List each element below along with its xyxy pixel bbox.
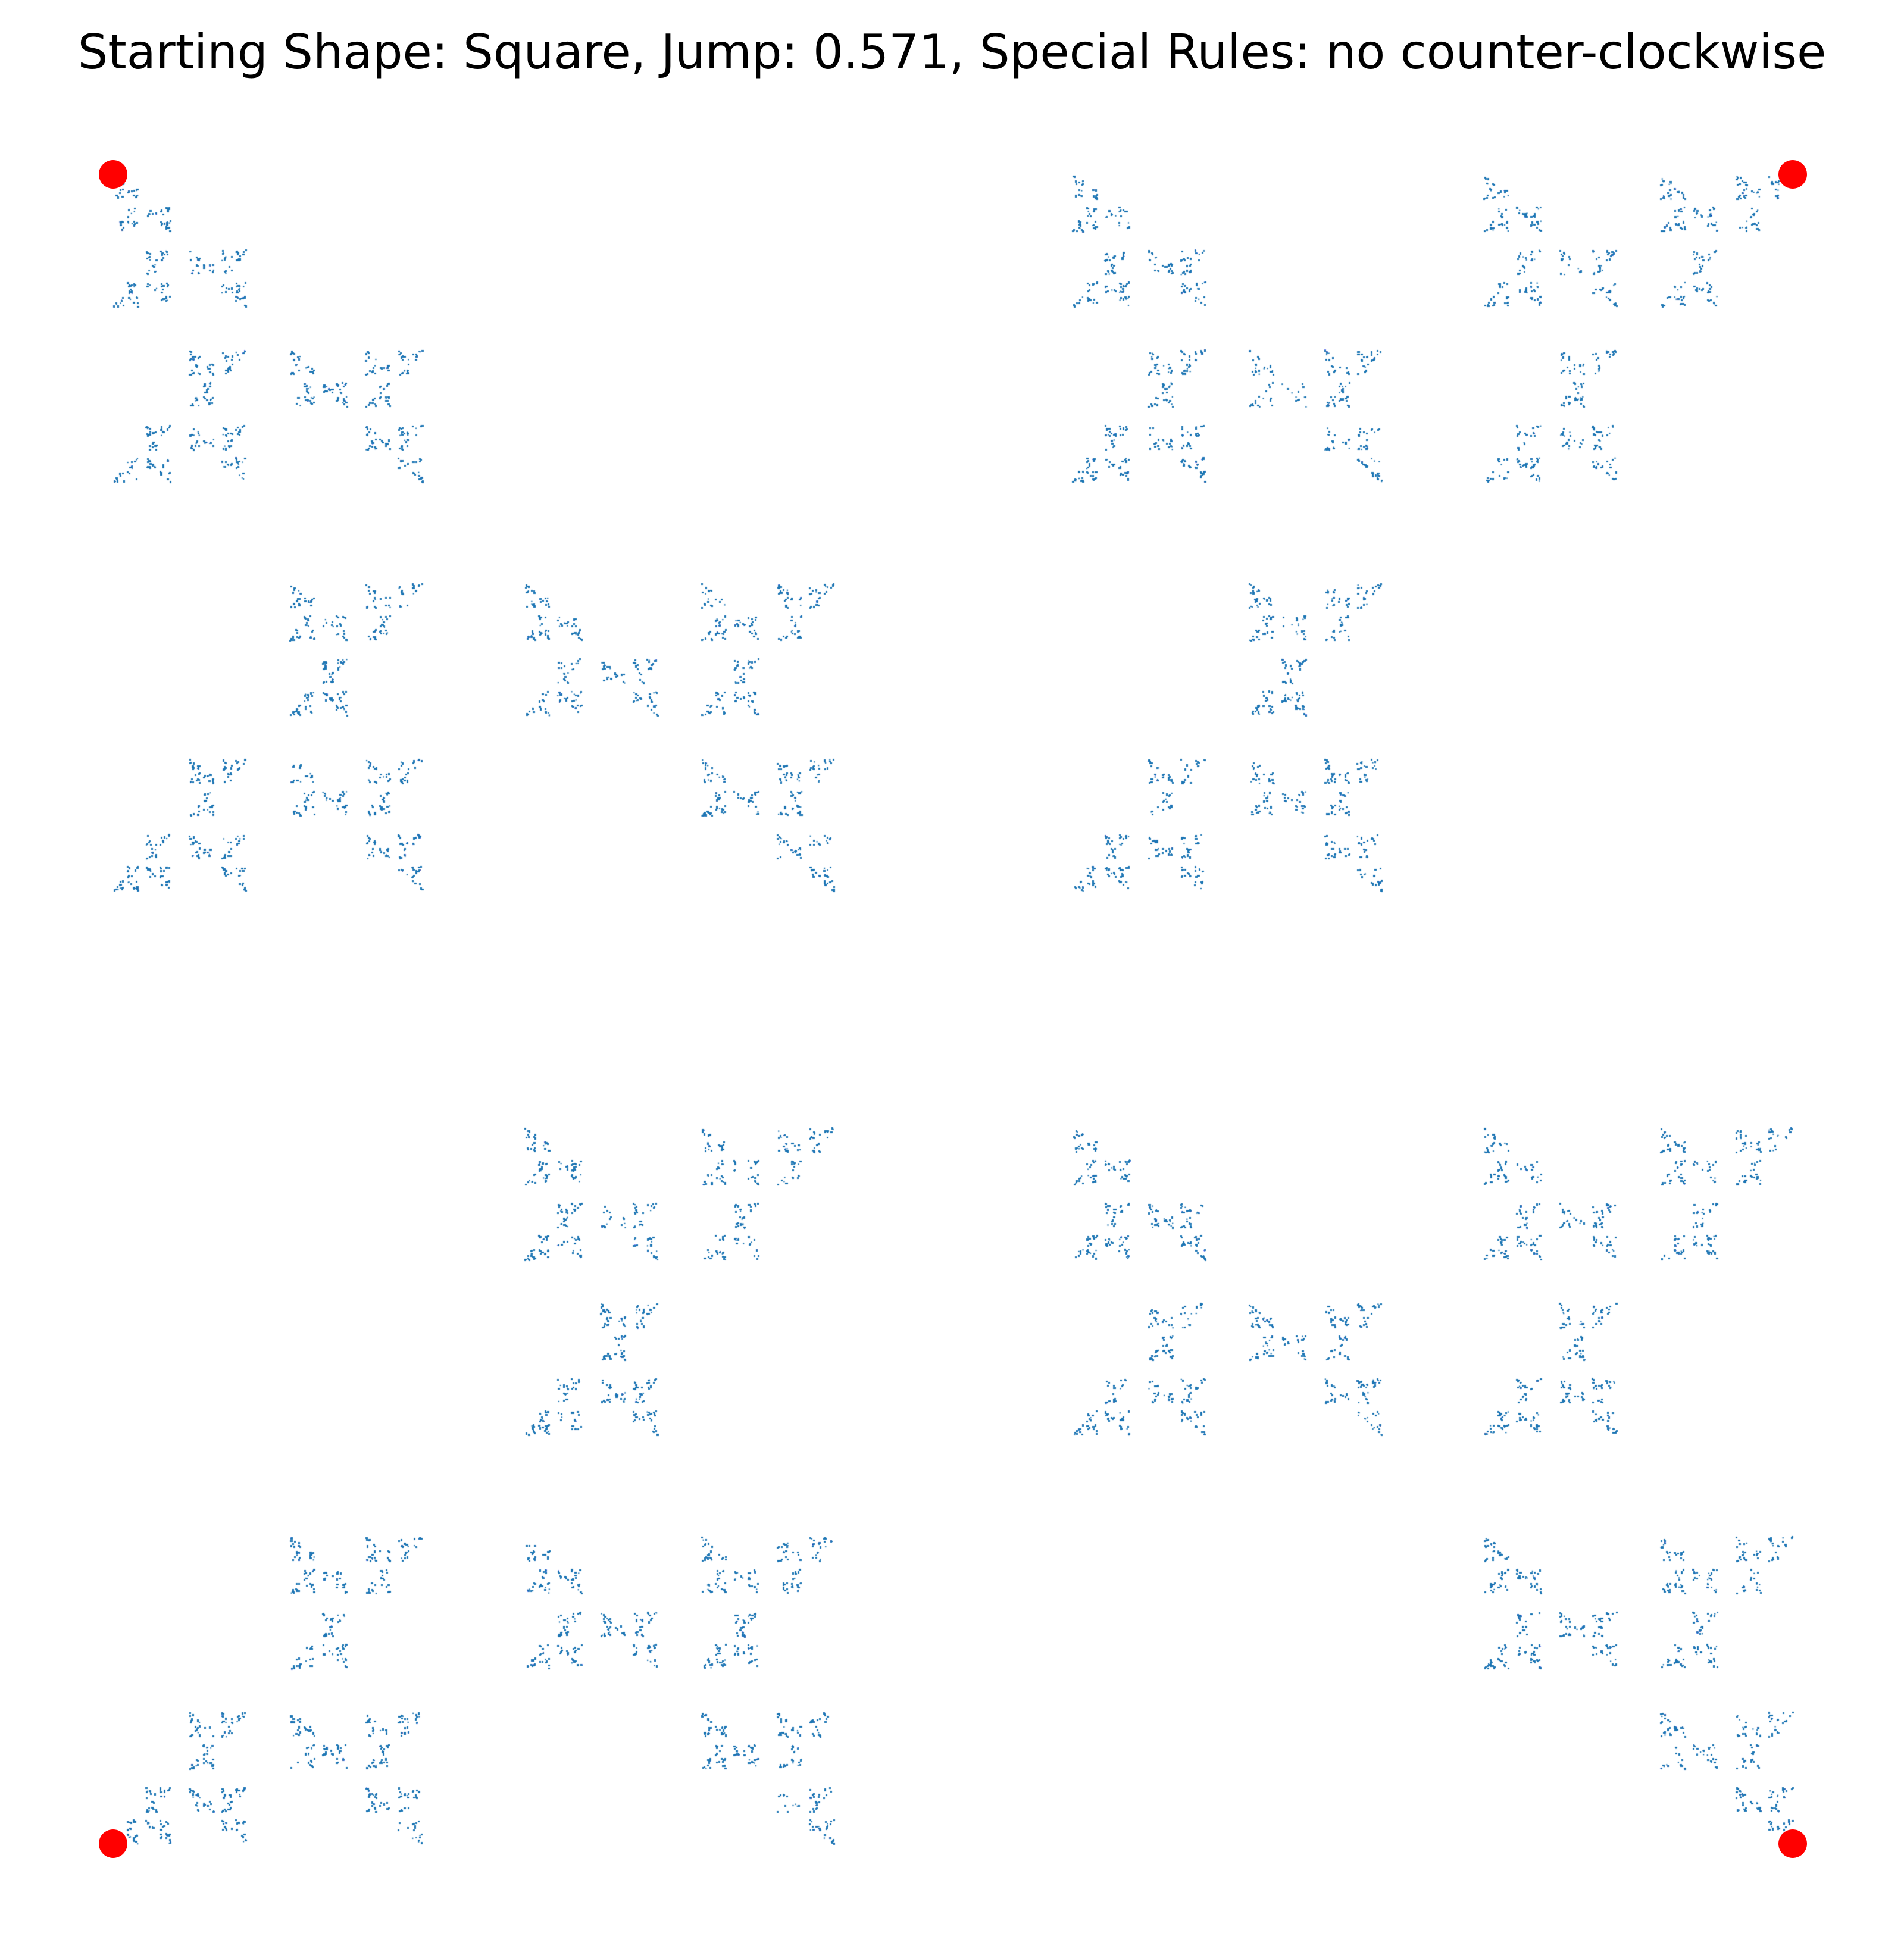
- vertex-marker-2: [1778, 160, 1807, 189]
- vertex-marker-3: [99, 160, 127, 189]
- figure-title: Starting Shape: Square, Jump: 0.571, Spe…: [77, 24, 1827, 80]
- vertex-marker-0: [99, 1829, 127, 1858]
- vertex-marker-1: [1778, 1829, 1807, 1858]
